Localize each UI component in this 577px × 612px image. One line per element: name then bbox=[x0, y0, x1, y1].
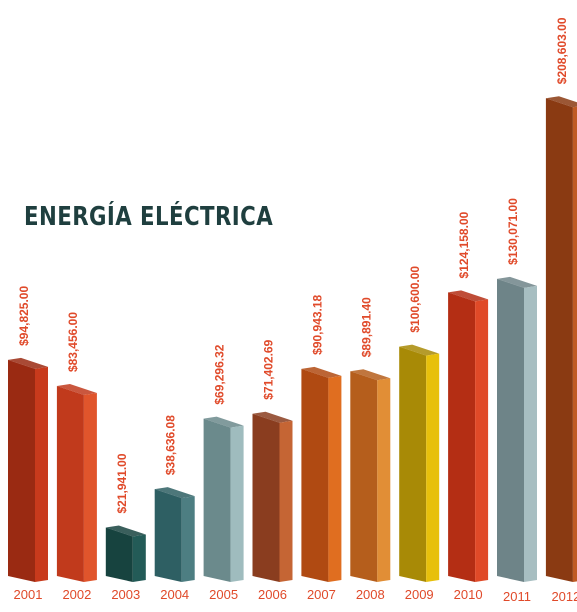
data-label: $83,456.00 bbox=[66, 312, 80, 372]
bar-2009 bbox=[399, 344, 440, 582]
bar-front-face bbox=[105, 527, 133, 582]
bar-top-face bbox=[56, 384, 97, 396]
bar-2005 bbox=[203, 416, 244, 582]
x-tick-label: 2009 bbox=[405, 587, 434, 602]
bar-front-face bbox=[252, 413, 280, 582]
x-tick-label: 2004 bbox=[160, 587, 189, 602]
bar-2002 bbox=[56, 384, 97, 582]
x-tick-label: 2006 bbox=[258, 587, 287, 602]
data-label: $21,941.00 bbox=[115, 453, 129, 513]
bar-side-face bbox=[328, 375, 342, 582]
x-tick-label: 2001 bbox=[14, 587, 43, 602]
data-label: $94,825.00 bbox=[17, 286, 31, 346]
data-label: $38,636.08 bbox=[164, 415, 178, 475]
bar-front-face bbox=[545, 98, 573, 582]
x-tick-label: 2003 bbox=[111, 587, 140, 602]
data-label: $124,158.00 bbox=[457, 211, 471, 278]
bar-top-face bbox=[203, 416, 244, 428]
bar-side-face bbox=[83, 393, 97, 582]
x-tick-label: 2012 bbox=[551, 589, 577, 604]
data-label: $100,600.00 bbox=[408, 266, 422, 333]
bar-side-face bbox=[426, 353, 440, 582]
bar-top-face bbox=[448, 290, 489, 302]
x-tick-label: 2008 bbox=[356, 587, 385, 602]
data-label: $90,943.18 bbox=[310, 294, 324, 354]
bar-2004 bbox=[154, 487, 195, 582]
bar-2012 bbox=[545, 96, 577, 582]
bar-2007 bbox=[301, 366, 342, 582]
bar-top-face bbox=[399, 344, 440, 356]
data-label: $208,603.00 bbox=[555, 17, 569, 84]
data-label: $71,402.69 bbox=[262, 339, 276, 399]
bar-2006 bbox=[252, 411, 293, 582]
bar-top-face bbox=[545, 96, 577, 108]
bar-top-face bbox=[350, 369, 391, 381]
bar-top-face bbox=[8, 357, 48, 369]
bar-front-face bbox=[448, 292, 476, 582]
bar-front-face bbox=[399, 346, 427, 582]
x-tick-label: 2007 bbox=[307, 587, 336, 602]
x-tick-label: 2010 bbox=[454, 587, 483, 602]
bar-top-face bbox=[252, 411, 293, 423]
bar-side-face bbox=[572, 106, 577, 582]
bar-side-face bbox=[475, 299, 489, 582]
bar-side-face bbox=[132, 534, 146, 582]
data-label: $89,891.40 bbox=[359, 297, 373, 357]
bar-side-face bbox=[230, 425, 244, 582]
bar-front-face bbox=[203, 418, 231, 582]
bar-front-face bbox=[8, 359, 35, 582]
bar-2001 bbox=[8, 357, 48, 582]
bar-front-face bbox=[497, 278, 524, 582]
x-tick-label: 2011 bbox=[503, 589, 531, 604]
x-tick-label: 2002 bbox=[62, 587, 91, 602]
bar-top-face bbox=[105, 525, 146, 537]
bar-front-face bbox=[301, 368, 329, 582]
bar-side-face bbox=[377, 378, 391, 582]
chart-title: ENERGÍA ELÉCTRICA bbox=[24, 202, 274, 232]
bar-2010 bbox=[448, 290, 489, 582]
data-label: $130,071.00 bbox=[506, 198, 520, 265]
x-tick-label: 2005 bbox=[209, 587, 238, 602]
bar-top-face bbox=[497, 276, 537, 288]
bar-side-face bbox=[524, 285, 537, 582]
bar-side-face bbox=[181, 496, 195, 582]
bar-side-face bbox=[279, 420, 293, 582]
bar-2008 bbox=[350, 369, 391, 582]
bar-front-face bbox=[350, 371, 378, 582]
bar-top-face bbox=[301, 366, 342, 378]
bar-2003 bbox=[105, 525, 146, 582]
bar-side-face bbox=[35, 366, 48, 582]
bar-top-face bbox=[154, 487, 195, 499]
bar-front-face bbox=[154, 489, 182, 582]
data-label: $69,296.32 bbox=[213, 344, 227, 404]
bar-2011 bbox=[497, 276, 537, 582]
bar-front-face bbox=[56, 386, 84, 582]
